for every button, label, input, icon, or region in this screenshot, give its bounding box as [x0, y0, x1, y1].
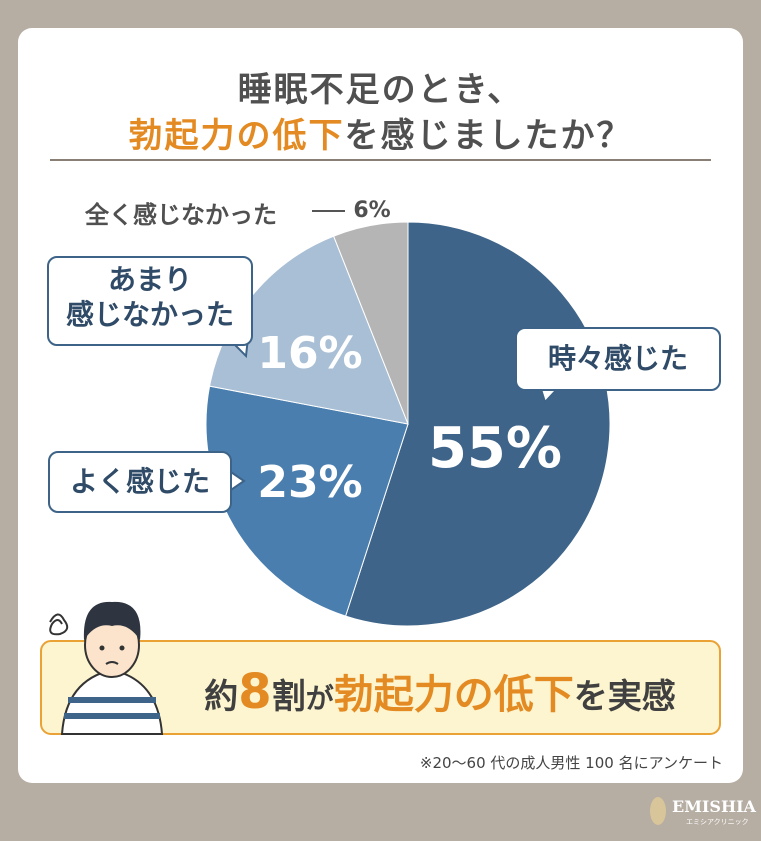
conclusion-number: 8: [238, 664, 272, 720]
title-line1: 睡眠不足のとき、: [237, 70, 524, 110]
conclusion-suffix: を実感: [573, 677, 676, 717]
value-label: 16%: [257, 328, 362, 379]
title-highlight: 勃起力の低下: [128, 116, 345, 156]
pie-slice: [332, 221, 409, 425]
person-illustration: [49, 601, 164, 735]
conclusion-unit: 割: [271, 677, 306, 717]
logo-mark: [650, 797, 666, 825]
conclusion-box: [40, 640, 721, 735]
logo-sub: エミシアクリニック: [686, 818, 749, 826]
conclusion: 約8割が勃起力の低下を実感: [180, 662, 700, 720]
callout-label: 時々感じた: [515, 327, 721, 391]
conclusion-highlight: 勃起力の低下: [333, 672, 574, 718]
divider: [50, 159, 711, 161]
title-line2: 勃起力の低下を感じましたか？: [0, 108, 761, 157]
pie-slice: [205, 385, 409, 617]
pie-slice: [344, 221, 611, 627]
pie: 55% 23% 16% 6%: [205, 198, 611, 627]
value-label: 6%: [353, 198, 390, 223]
category-label: 全く感じなかった: [85, 201, 277, 229]
callout-label: あまり 感じなかった: [47, 256, 253, 346]
title-rest: を感じましたか？: [344, 116, 633, 156]
callout-label: よく感じた: [48, 451, 232, 513]
value-label: 23%: [257, 457, 362, 508]
conclusion-prefix: 約: [204, 677, 239, 717]
conclusion-particle: が: [305, 682, 334, 715]
logo-name: EMISHIA: [672, 797, 756, 816]
footnote: ※20〜60 代の成人男性 100 名にアンケート: [419, 754, 723, 772]
value-label: 55%: [428, 416, 562, 481]
